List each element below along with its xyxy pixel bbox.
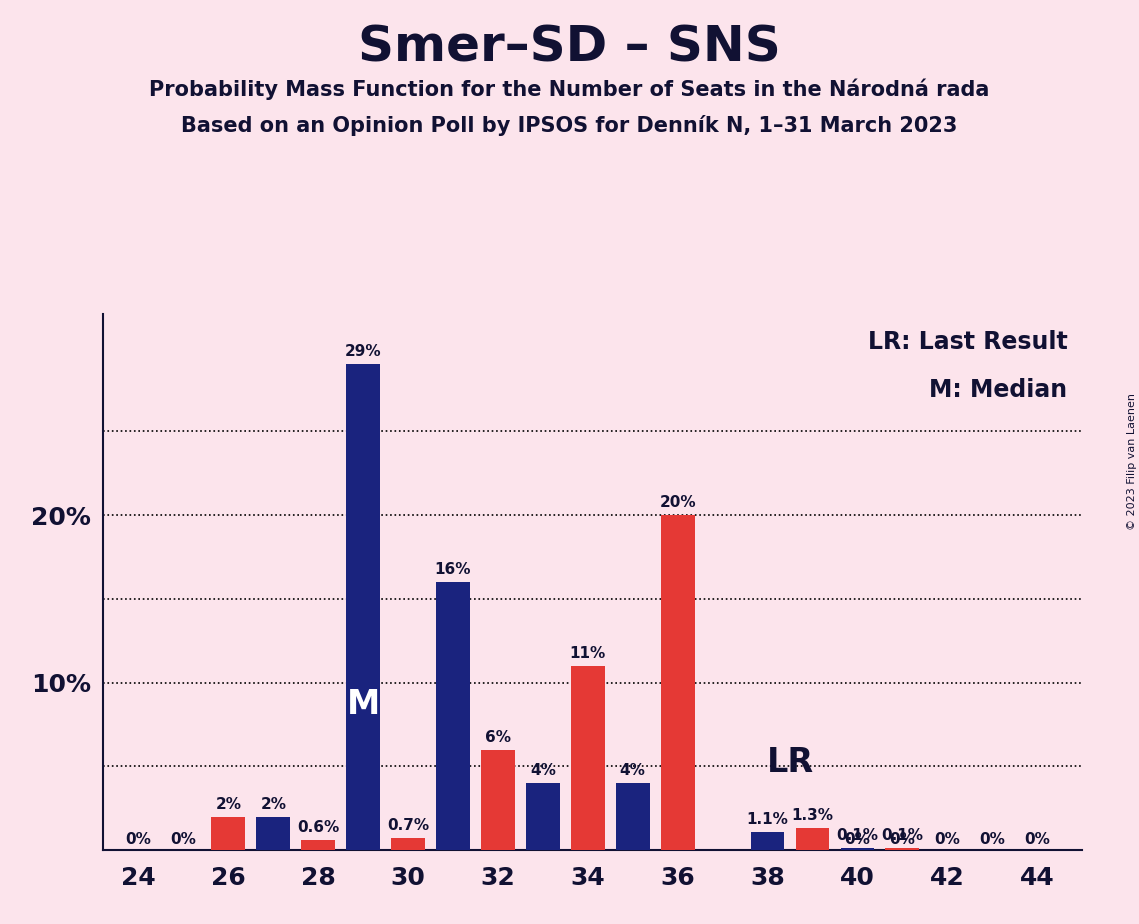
Bar (346, 364, 380, 850)
Text: 0.6%: 0.6% (297, 820, 339, 835)
Text: 0%: 0% (844, 833, 870, 847)
Bar (212, 817, 245, 850)
Text: Probability Mass Function for the Number of Seats in the Národná rada: Probability Mass Function for the Number… (149, 79, 990, 100)
Text: 16%: 16% (435, 562, 472, 578)
Text: 0.7%: 0.7% (387, 819, 429, 833)
Text: Based on an Opinion Poll by IPSOS for Denník N, 1–31 March 2023: Based on an Opinion Poll by IPSOS for De… (181, 116, 958, 137)
Bar (436, 582, 470, 850)
Text: 0%: 0% (171, 833, 196, 847)
Bar (526, 784, 559, 850)
Bar (256, 817, 290, 850)
Text: 11%: 11% (570, 646, 606, 661)
Text: 0%: 0% (890, 833, 916, 847)
Bar (302, 840, 335, 850)
Text: 20%: 20% (659, 495, 696, 510)
Bar (481, 749, 515, 850)
Text: Smer–SD – SNS: Smer–SD – SNS (358, 23, 781, 71)
Bar (616, 784, 649, 850)
Text: 0%: 0% (1024, 833, 1050, 847)
Text: M: Median: M: Median (929, 379, 1067, 403)
Text: 1.1%: 1.1% (746, 811, 788, 827)
Bar (661, 516, 695, 850)
Text: LR: LR (767, 747, 813, 780)
Bar (571, 666, 605, 850)
Text: 0%: 0% (980, 833, 1005, 847)
Text: LR: Last Result: LR: Last Result (868, 330, 1067, 354)
Text: 0.1%: 0.1% (836, 829, 878, 844)
Bar (885, 848, 919, 850)
Text: 4%: 4% (530, 763, 556, 778)
Bar (391, 838, 425, 850)
Text: 2%: 2% (260, 796, 286, 811)
Text: 1.3%: 1.3% (792, 808, 834, 823)
Text: 0%: 0% (125, 833, 151, 847)
Text: M: M (346, 687, 379, 721)
Text: 4%: 4% (620, 763, 646, 778)
Text: 2%: 2% (215, 796, 241, 811)
Text: 29%: 29% (345, 345, 382, 359)
Bar (796, 828, 829, 850)
Text: © 2023 Filip van Laenen: © 2023 Filip van Laenen (1126, 394, 1137, 530)
Bar (841, 848, 875, 850)
Text: 0%: 0% (934, 833, 960, 847)
Text: 6%: 6% (485, 730, 511, 745)
Bar (751, 832, 785, 850)
Text: 0.1%: 0.1% (882, 829, 924, 844)
